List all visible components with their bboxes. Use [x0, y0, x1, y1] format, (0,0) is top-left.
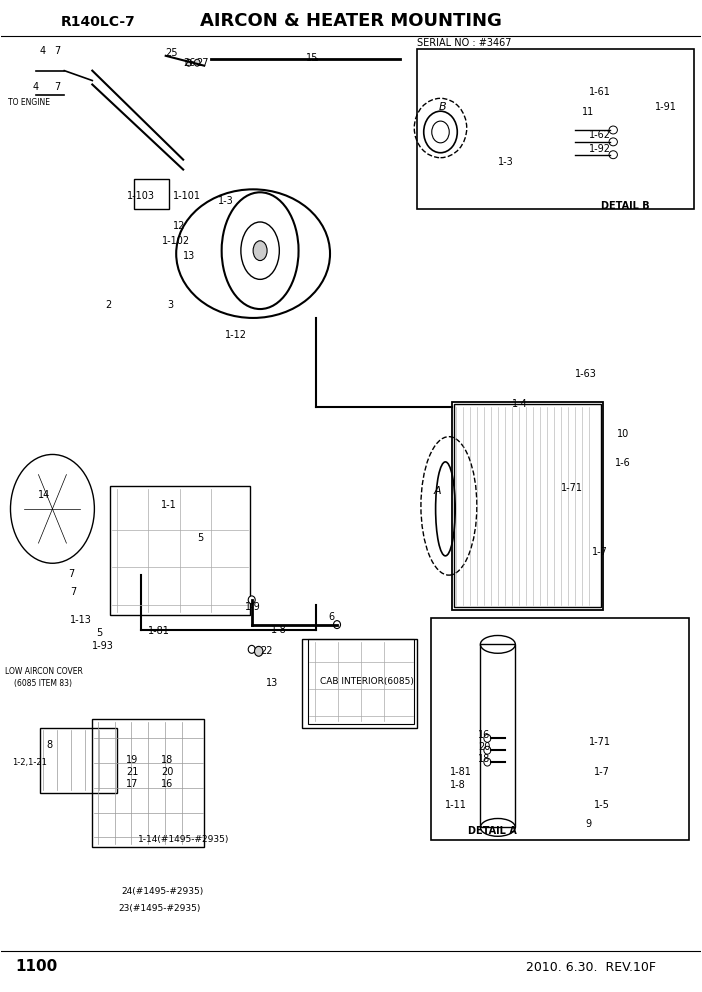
Ellipse shape	[333, 621, 340, 629]
Ellipse shape	[253, 241, 267, 261]
Text: 7: 7	[54, 46, 60, 56]
Text: 1-5: 1-5	[595, 800, 610, 809]
Text: 7: 7	[68, 569, 74, 579]
Text: 13: 13	[265, 678, 278, 687]
Text: 11: 11	[582, 107, 594, 117]
Ellipse shape	[484, 746, 491, 754]
Text: 4: 4	[33, 82, 39, 92]
Text: 2010. 6.30.  REV.10F: 2010. 6.30. REV.10F	[526, 961, 656, 974]
Text: 1-13: 1-13	[70, 615, 92, 625]
Text: 1-101: 1-101	[173, 191, 201, 201]
Text: 1-3: 1-3	[498, 157, 514, 167]
Text: A: A	[434, 486, 441, 496]
Text: 1-2,1-21: 1-2,1-21	[12, 758, 47, 767]
Text: 1-61: 1-61	[589, 87, 611, 97]
Text: 1-8: 1-8	[450, 780, 466, 790]
Text: 22: 22	[260, 646, 272, 657]
Text: 1-93: 1-93	[92, 642, 114, 652]
Text: 1-81: 1-81	[450, 767, 472, 777]
Text: DETAIL A: DETAIL A	[468, 826, 517, 836]
Text: 15: 15	[305, 53, 318, 62]
Text: 7: 7	[70, 587, 76, 597]
Ellipse shape	[255, 647, 263, 657]
Text: LOW AIRCON COVER: LOW AIRCON COVER	[5, 667, 83, 677]
Ellipse shape	[194, 60, 200, 66]
Ellipse shape	[249, 596, 256, 604]
Text: 1-12: 1-12	[225, 329, 247, 339]
Text: 19: 19	[126, 755, 138, 765]
Text: 5: 5	[197, 533, 204, 543]
Text: 2: 2	[105, 300, 111, 310]
Text: 23(#1495-#2935): 23(#1495-#2935)	[119, 905, 201, 914]
Text: 25: 25	[166, 48, 178, 58]
Text: 18: 18	[478, 754, 491, 764]
Ellipse shape	[484, 734, 491, 742]
Ellipse shape	[484, 758, 491, 766]
Text: 1-103: 1-103	[127, 191, 155, 201]
Text: 26: 26	[183, 58, 196, 67]
Text: 27: 27	[196, 58, 208, 67]
Text: DETAIL B: DETAIL B	[602, 201, 650, 211]
Text: CAB INTERIOR(6085): CAB INTERIOR(6085)	[319, 677, 413, 685]
Text: 12: 12	[173, 221, 185, 231]
Text: 7: 7	[54, 82, 60, 92]
Text: 20: 20	[478, 742, 491, 752]
Text: 1-6: 1-6	[616, 458, 631, 468]
Text: 1-102: 1-102	[162, 236, 190, 246]
Ellipse shape	[609, 126, 617, 134]
Text: 3: 3	[168, 300, 174, 310]
Text: 18: 18	[161, 755, 173, 765]
Text: 5: 5	[95, 629, 102, 639]
Ellipse shape	[186, 60, 192, 66]
Text: 21: 21	[126, 767, 138, 777]
Text: 14: 14	[39, 490, 51, 500]
Text: 1-71: 1-71	[561, 483, 583, 493]
Text: 13: 13	[183, 251, 195, 261]
Text: B: B	[439, 102, 446, 112]
Text: TO ENGINE: TO ENGINE	[8, 98, 51, 107]
Text: 16: 16	[478, 730, 491, 740]
Text: 1-81: 1-81	[148, 627, 170, 637]
Text: 1-71: 1-71	[589, 737, 611, 747]
Ellipse shape	[609, 151, 617, 159]
Text: 1100: 1100	[15, 959, 58, 974]
Text: 10: 10	[616, 429, 629, 438]
Text: 24(#1495-#2935): 24(#1495-#2935)	[121, 887, 204, 896]
Text: 1-92: 1-92	[589, 144, 611, 154]
Text: 1-91: 1-91	[655, 102, 677, 112]
Text: 16: 16	[161, 779, 173, 789]
Text: 1-7: 1-7	[592, 548, 608, 558]
Ellipse shape	[609, 138, 617, 146]
Text: 6: 6	[329, 612, 335, 622]
Text: 1-3: 1-3	[218, 196, 234, 206]
Text: AIRCON & HEATER MOUNTING: AIRCON & HEATER MOUNTING	[200, 12, 502, 30]
Text: 1-63: 1-63	[575, 369, 597, 379]
Text: 1-11: 1-11	[445, 800, 468, 809]
Text: 4: 4	[40, 46, 46, 56]
Text: (6085 ITEM 83): (6085 ITEM 83)	[14, 679, 72, 687]
Text: 9: 9	[585, 819, 591, 829]
Text: 1-7: 1-7	[595, 767, 610, 777]
Text: 1-1: 1-1	[161, 500, 177, 510]
Ellipse shape	[249, 646, 256, 654]
Text: 8: 8	[47, 740, 53, 750]
Text: 1-14(#1495-#2935): 1-14(#1495-#2935)	[138, 835, 229, 844]
Text: 1-8: 1-8	[270, 625, 286, 635]
Text: 1-4: 1-4	[512, 399, 528, 409]
Text: 1-9: 1-9	[245, 602, 260, 612]
Text: SERIAL NO : #3467: SERIAL NO : #3467	[418, 38, 512, 48]
Text: R140LC-7: R140LC-7	[61, 15, 135, 29]
Text: 20: 20	[161, 767, 173, 777]
Text: 1-62: 1-62	[589, 130, 611, 140]
Text: 17: 17	[126, 779, 138, 789]
